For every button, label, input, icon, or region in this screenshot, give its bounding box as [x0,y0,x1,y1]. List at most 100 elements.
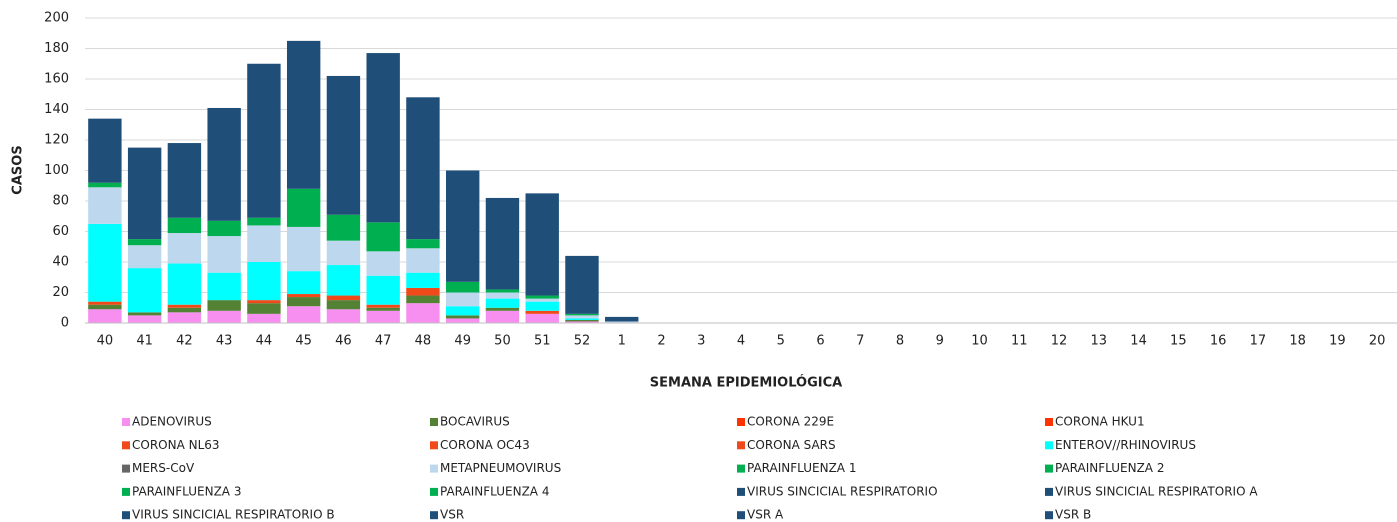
bar-segment [445,292,480,307]
bar-segment [207,300,241,311]
x-tick-label: 48 [415,334,432,349]
bar-segment [485,298,520,308]
y-tick-label: 0 [61,316,69,331]
legend-label: BOCAVIRUS [440,415,510,429]
x-tick-label: 42 [176,334,193,349]
x-tick-label: 11 [1011,334,1028,349]
bar-segment [326,309,361,323]
x-tick-label: 40 [97,334,114,349]
y-tick-label: 140 [44,102,69,117]
legend-swatch [122,487,130,496]
y-tick-label: 20 [52,285,69,300]
bar-segment [525,301,559,311]
bar-segment [485,307,520,311]
x-tick-label: 10 [971,334,988,349]
legend-label: VSR B [1055,508,1091,522]
bar-segment [605,321,639,323]
x-tick-label: 50 [494,334,511,349]
bar-segment [127,239,162,246]
bar-segment [326,240,361,266]
legend-label: VIRUS SINCICIAL RESPIRATORIO B [132,508,335,522]
legend-label: CORONA OC43 [440,438,530,452]
bar-segment [445,281,480,293]
x-tick-label: 46 [335,334,352,349]
x-tick-label: 7 [856,334,864,349]
y-axis-title: CASOS [11,145,26,194]
x-tick-label: 2 [657,334,665,349]
bar-segment [485,292,520,299]
bar-segment [366,251,400,276]
legend-swatch [122,511,130,520]
x-tick-label: 17 [1250,334,1267,349]
bar-segment [445,170,480,282]
bar-segment [167,263,202,305]
legend-label: VSR [440,508,464,522]
y-tick-label: 200 [44,11,69,26]
legend-swatch [737,511,745,520]
y-tick-label: 160 [44,72,69,87]
bar-segment [565,315,599,319]
bar-segment [247,63,281,218]
legend-label: METAPNEUMOVIRUS [440,461,561,475]
bar-segment [167,217,202,234]
bar-segment [366,222,400,252]
bar-segment [207,107,241,221]
legend-swatch [1045,441,1053,450]
y-tick-label: 80 [52,194,69,209]
legend-label: CORONA SARS [747,438,836,452]
bar-segment [525,193,559,296]
bar-segment [88,118,122,183]
legend-label: ADENOVIRUS [132,415,212,429]
x-tick-label: 15 [1170,334,1187,349]
bar-segment [88,301,122,305]
bar-segment [207,272,241,301]
bar-segment [525,298,559,302]
legend-swatch [1045,511,1053,520]
legend-swatch [737,487,745,496]
y-tick-label: 180 [44,41,69,56]
bar-segment [286,306,321,323]
x-tick-label: 52 [574,334,591,349]
x-tick-label: 16 [1210,334,1227,349]
bar-segment [485,310,520,323]
bar-segment [326,265,361,296]
y-tick-label: 120 [44,133,69,148]
bar-segment [286,297,321,307]
legend-swatch [122,418,130,426]
bar-segment [565,255,599,314]
bar-segment [167,233,202,264]
x-tick-label: 45 [295,334,312,349]
bar-segment [247,225,281,262]
x-tick-label: 44 [256,334,273,349]
bar-segment [406,303,440,323]
x-tick-label: 19 [1329,334,1346,349]
bar-segment [445,306,480,316]
x-tick-label: 47 [375,334,392,349]
bar-segment [445,315,480,319]
bar-segment [406,295,440,304]
bar-segment [366,304,400,308]
bar-segment [88,309,122,323]
x-tick-label: 8 [896,334,904,349]
legend-swatch [1045,487,1053,496]
legend-label: CORONA 229E [747,415,834,429]
y-tick-label: 100 [44,163,69,178]
bar-segment [406,248,440,273]
bar-segment [88,182,122,188]
bar-segment [286,294,321,298]
bar-segment [127,245,162,269]
bar-segment [406,272,440,288]
legend-swatch [430,464,438,473]
bar-segment [88,304,122,310]
bar-segment [406,239,440,249]
bar-segment [406,97,440,240]
legend-label: PARAINFLUENZA 4 [440,484,549,498]
legend-label: ENTEROV//RHINOVIRUS [1055,438,1196,452]
x-tick-label: 4 [737,334,745,349]
bar-segment [286,271,321,295]
bar-segment [127,147,162,240]
x-tick-label: 9 [936,334,944,349]
x-tick-label: 51 [534,334,551,349]
bar-segment [565,319,599,322]
